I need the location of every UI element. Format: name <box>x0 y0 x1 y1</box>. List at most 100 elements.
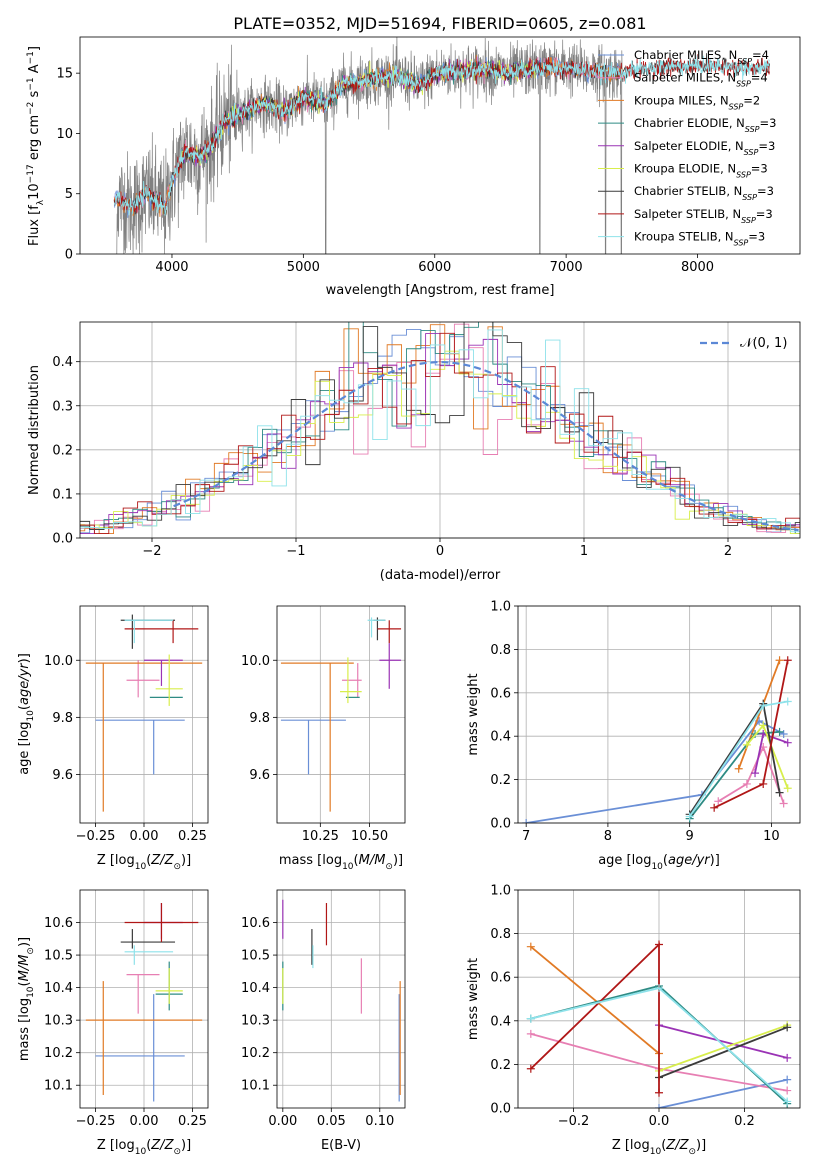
label-part: −2 <box>26 102 36 115</box>
label-part: ( <box>17 705 32 710</box>
label-part: )] <box>710 853 720 868</box>
axes-frame <box>276 889 406 1109</box>
legend-tail: =3 <box>758 139 775 153</box>
weight-marker-krou_elodie <box>759 721 768 730</box>
weight-marker-krou_stelib <box>783 1097 792 1106</box>
label-part: Z [log <box>97 853 135 868</box>
label-part: )] <box>181 853 191 868</box>
axes-frame <box>517 605 801 824</box>
y-tick-label: 0.3 <box>52 399 73 414</box>
residual-hist-chab_elodie <box>80 322 800 535</box>
y-tick-label: 9.6 <box>52 768 73 783</box>
plot-area <box>85 903 203 1102</box>
y-tick-label: 0.4 <box>490 730 511 745</box>
axes-frame <box>276 605 406 824</box>
weight-line-chab_elodie <box>688 731 780 820</box>
weight-marker-salp_stelib <box>783 656 792 665</box>
y-tick-label: 10.3 <box>241 1014 270 1029</box>
x-tick-label: 0.00 <box>130 829 159 844</box>
y-axis-label: mass weight <box>466 958 481 1040</box>
label-part: )] <box>696 1138 706 1153</box>
label-part: 10 <box>342 862 354 872</box>
weight-marker-salp_elodie <box>783 1053 792 1062</box>
x-axis-label: Z [log10(Z/Z⊙)] <box>97 1138 191 1157</box>
label-part: )] <box>17 937 32 947</box>
y-tick-label: 0.2 <box>490 773 511 788</box>
y-tick-label: 0 <box>65 248 73 263</box>
label-part: ( <box>146 853 151 868</box>
label-part: 10 <box>27 183 42 200</box>
legend-label: Kroupa MILES, NSSP=2 <box>634 93 760 111</box>
y-tick-label: 0.0 <box>490 817 511 832</box>
label-part: ( <box>663 853 668 868</box>
plot-area <box>280 617 402 812</box>
x-tick-label: 10.25 <box>302 829 339 844</box>
legend-text: Chabrier ELODIE, N <box>634 116 745 130</box>
x-tick-label: 0.10 <box>365 1114 394 1129</box>
legend-text: Salpeter STELIB, N <box>634 207 741 221</box>
label-part: Z/Z <box>150 1138 174 1153</box>
legend-text: Kroupa MILES, N <box>634 93 729 107</box>
x-tick-label: 9 <box>686 829 694 844</box>
label-part: ( <box>354 853 359 868</box>
legend-tail: =3 <box>760 116 777 130</box>
y-tick-label: 0.0 <box>490 1102 511 1117</box>
weight-marker-salp_stelib <box>710 803 719 812</box>
weight-line-chab_stelib <box>658 1026 788 1079</box>
weight-marker-salp_stelib <box>759 779 768 788</box>
weight-marker-krou_miles <box>526 942 535 951</box>
x-tick-label: 0.25 <box>178 1114 207 1129</box>
weight-marker-salp_miles <box>526 1029 535 1038</box>
gridlines <box>277 606 405 823</box>
y-tick-label: 0.6 <box>490 971 511 986</box>
gridlines <box>80 606 208 823</box>
y-tick-label: 10.1 <box>44 1079 73 1094</box>
y-tick-label: 10.5 <box>44 949 73 964</box>
x-tick-label: 0.00 <box>268 1114 297 1129</box>
x-axis-label: Z [log10(Z/Z⊙)] <box>612 1138 706 1157</box>
label-part: −1 <box>26 77 36 90</box>
weight-marker-chab_stelib <box>783 1023 792 1032</box>
label-part: )] <box>393 853 403 868</box>
legend-label: Salpeter ELODIE, NSSP=3 <box>634 139 775 157</box>
mass-weight-vs-metallicity-panel: −0.2 0.0 0.2 0.0 0.2 0.4 0.6 0.8 1.0 Z [log10(Z/Z… <box>466 884 801 1157</box>
legend-sub: SSP <box>745 125 760 134</box>
mass-vs-extinction-panel: 0.00 0.05 0.10 10.1 10.2 10.3 10.4 10.5 10.6 E(B-… <box>241 889 406 1153</box>
x-axis-label: wavelength [Angstrom, rest frame] <box>326 283 555 298</box>
label-part: ⊙ <box>26 947 36 955</box>
weight-marker-chab_miles <box>522 819 531 823</box>
figure-title: PLATE=0352, MJD=51694, FIBERID=0605, z=0… <box>233 14 646 33</box>
x-tick-label: 0.05 <box>317 1114 346 1129</box>
weight-marker-salp_miles <box>779 799 788 808</box>
label-part: 10 <box>135 862 147 872</box>
label-part: Z/Z <box>665 1138 689 1153</box>
legend-sub: SSP <box>744 147 759 156</box>
x-tick-label: 10.50 <box>351 829 388 844</box>
x-axis-label: (data-model)/error <box>380 568 501 583</box>
label-part: M/M <box>17 955 32 982</box>
frame-and-ticks: 7 8 9 10 0.0 0.2 0.4 0.6 0.8 1.0 <box>490 600 801 844</box>
legend-text: Kroupa ELODIE, N <box>634 162 736 176</box>
y-tick-label: 0.8 <box>490 643 511 658</box>
label-part: age [log <box>598 853 651 868</box>
residual-hist-salp_stelib <box>80 332 800 535</box>
legend-tail: =3 <box>757 184 774 198</box>
legend-sub: SSP <box>736 170 751 179</box>
x-tick-label: 10 <box>763 829 780 844</box>
y-tick-label: 1.0 <box>490 884 511 899</box>
label-part: )] <box>181 1138 191 1153</box>
weight-marker-salp_miles <box>714 797 723 806</box>
x-tick-label: −0.2 <box>558 1114 590 1129</box>
x-tick-label: 8000 <box>681 260 714 275</box>
age_vs_Z-axes: −0.25 0.00 0.259.69.810.0Z [log10(Z/Z⊙)]ag… <box>17 605 209 872</box>
legend-label: Salpeter MILES, NSSP=4 <box>634 71 768 89</box>
x-tick-label: 7 <box>522 829 530 844</box>
x-tick-label: 6000 <box>418 260 451 275</box>
weight-marker-salp_miles <box>783 1086 792 1095</box>
x-axis-label: E(B-V) <box>321 1138 361 1153</box>
label-part: s <box>27 90 42 101</box>
label-part: Z [log <box>612 1138 650 1153</box>
weight-marker-chab_stelib <box>775 788 784 797</box>
residual-histogram-panel: −2 −1 0 1 2 0.0 0.1 0.2 0.3 0.4 (data-model)/error… <box>27 321 801 583</box>
